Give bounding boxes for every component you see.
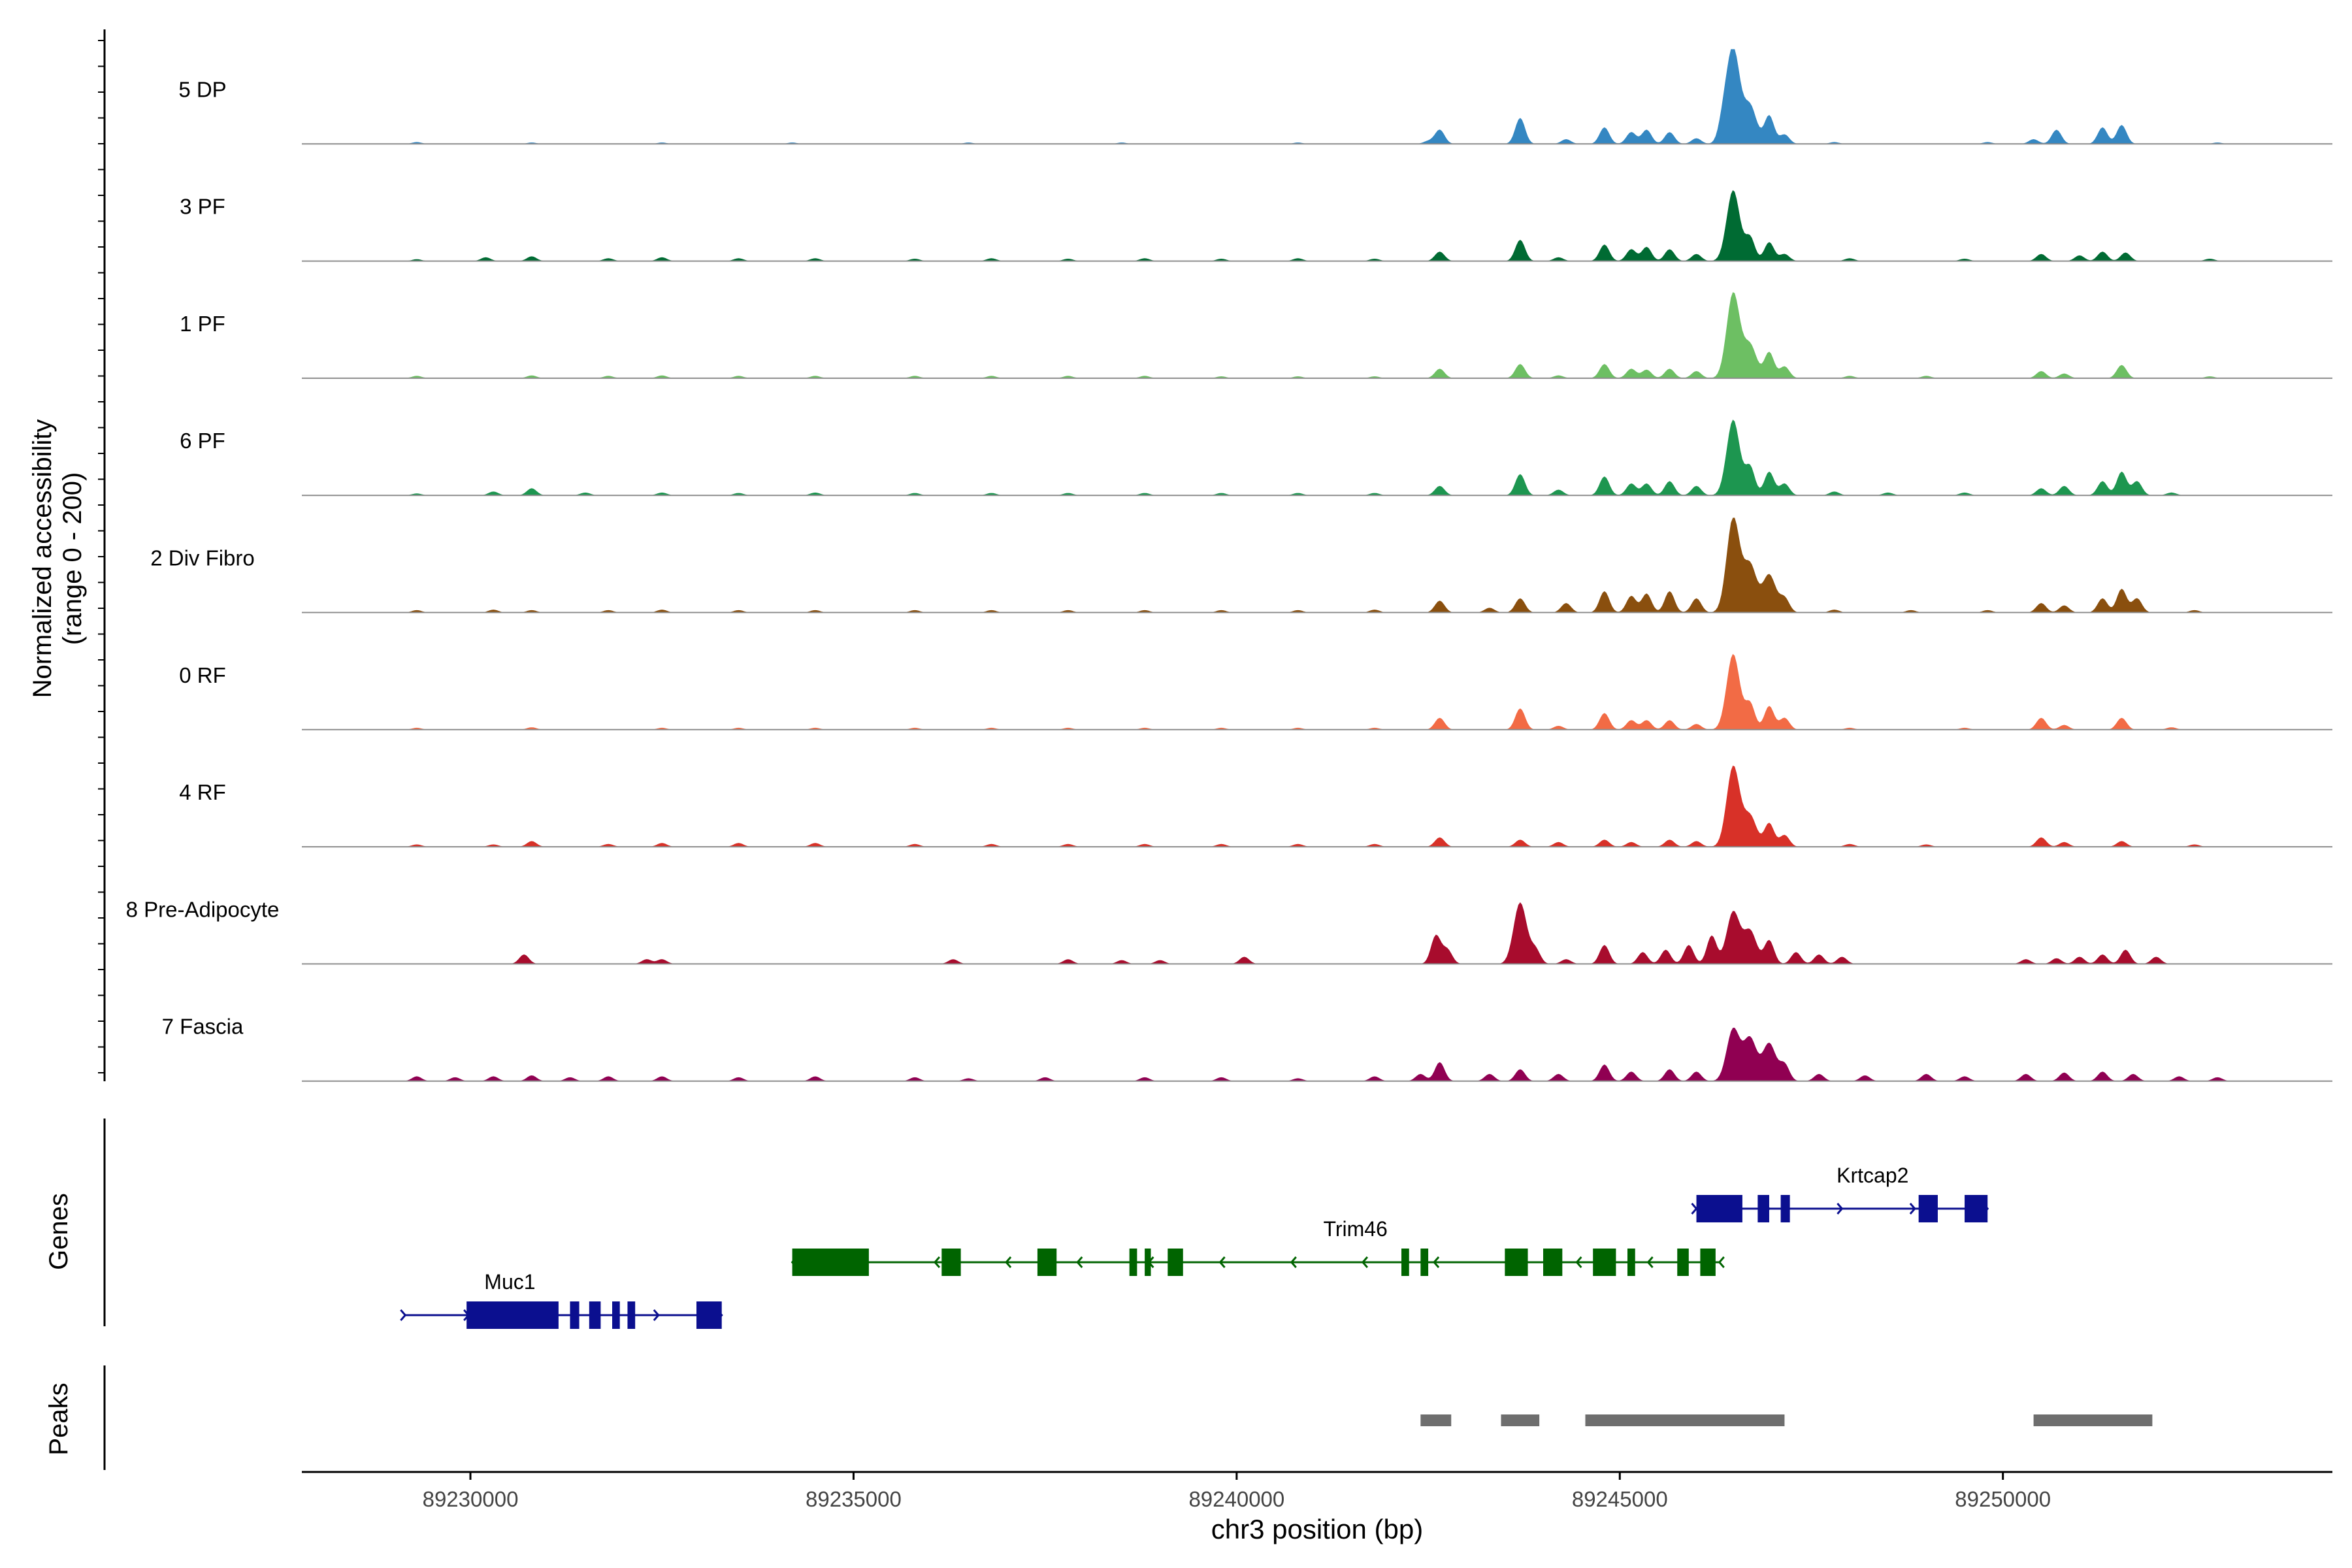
gene-exon: [570, 1301, 580, 1329]
gene-exon: [1168, 1249, 1183, 1276]
gene-muc1: Muc1: [400, 1270, 723, 1329]
track-5-dp: 5 DP: [178, 49, 2332, 145]
peak-region: [1585, 1414, 1785, 1426]
coverage-area-5-dp: [401, 49, 2233, 144]
track-label-4-rf: 4 RF: [179, 780, 226, 804]
y-axis-label-line2: (range 0 - 200): [58, 472, 87, 645]
track-0-rf: 0 RF: [179, 653, 2332, 730]
genes-track: Muc1 Trim46 Krtcap2: [400, 1164, 1989, 1329]
gene-exon: [1780, 1195, 1790, 1222]
strand-arrow: [1909, 1203, 1916, 1215]
strand-arrow: [1361, 1256, 1369, 1268]
gene-exon: [1696, 1195, 1742, 1222]
strand-arrow: [1290, 1256, 1297, 1268]
x-axis-label: chr3 position (bp): [1211, 1514, 1424, 1544]
track-label-7-fascia: 7 Fascia: [162, 1015, 244, 1039]
strand-arrow: [1837, 1203, 1844, 1215]
strand-arrow: [1718, 1256, 1725, 1268]
coverage-axis-ticks: [98, 40, 105, 1073]
gene-exon: [1505, 1249, 1528, 1276]
track-8-pre-adipocyte: 8 Pre-Adipocyte: [126, 897, 2332, 965]
x-tick-label: 89240000: [1188, 1487, 1284, 1511]
peak-region: [1420, 1414, 1452, 1426]
gene-exon: [1700, 1249, 1716, 1276]
x-tick-label: 89235000: [806, 1487, 902, 1511]
strand-arrow: [1575, 1256, 1582, 1268]
coverage-area-8-pre-adipocyte: [401, 902, 2233, 964]
track-label-6-pf: 6 PF: [180, 429, 225, 453]
gene-exon: [1627, 1249, 1635, 1276]
track-label-0-rf: 0 RF: [179, 663, 226, 687]
gene-exon: [792, 1249, 869, 1276]
gene-label-muc1: Muc1: [484, 1270, 535, 1294]
track-label-5-dp: 5 DP: [178, 77, 226, 101]
gene-trim46: Trim46: [791, 1217, 1725, 1276]
x-tick-label: 89230000: [423, 1487, 519, 1511]
gene-exon: [1593, 1249, 1616, 1276]
track-label-2-div-fibro: 2 Div Fibro: [150, 546, 255, 570]
coverage-area-0-rf: [401, 653, 2233, 730]
gene-exon: [1401, 1249, 1409, 1276]
gene-exon: [589, 1301, 601, 1329]
strand-arrow: [1691, 1203, 1698, 1215]
gene-exon: [1677, 1249, 1689, 1276]
gene-exon: [1543, 1249, 1563, 1276]
gene-exon: [1129, 1249, 1137, 1276]
strand-arrow: [1005, 1256, 1012, 1268]
gene-krtcap2: Krtcap2: [1691, 1164, 1989, 1222]
coverage-area-1-pf: [401, 292, 2233, 378]
x-axis-ticks: 89230000 89235000 89240000 89245000 89250000: [423, 1472, 2051, 1511]
gene-exon: [1965, 1195, 1988, 1222]
gene-exon: [1145, 1249, 1151, 1276]
gene-label-krtcap2: Krtcap2: [1837, 1164, 1908, 1187]
coverage-area-2-div-fibro: [401, 517, 2233, 613]
gene-exon: [1757, 1195, 1769, 1222]
track-4-rf: 4 RF: [179, 765, 2332, 848]
coverage-area-7-fascia: [401, 1028, 2233, 1081]
peak-region: [2033, 1414, 2153, 1426]
peaks-track: [1420, 1414, 2153, 1426]
track-6-pf: 6 PF: [180, 419, 2332, 497]
gene-exon: [627, 1301, 636, 1329]
track-1-pf: 1 PF: [180, 292, 2332, 379]
track-label-1-pf: 1 PF: [180, 312, 225, 336]
coverage-area-6-pf: [401, 419, 2233, 496]
genes-track-label: Genes: [44, 1193, 73, 1270]
strand-arrow: [400, 1309, 407, 1321]
coverage-tracks: 5 DP 3 PF 1 PF 6 PF 2 Div Fibro 0 RF 4 RF 8 Pre…: [126, 49, 2332, 1082]
track-3-pf: 3 PF: [180, 190, 2332, 262]
strand-arrow: [653, 1309, 660, 1321]
gene-exon: [1420, 1249, 1429, 1276]
gene-label-trim46: Trim46: [1323, 1217, 1387, 1241]
gene-exon: [612, 1301, 620, 1329]
gene-exon: [466, 1301, 559, 1329]
coverage-area-4-rf: [401, 765, 2233, 847]
track-7-fascia: 7 Fascia: [162, 1015, 2332, 1082]
gene-exon: [941, 1249, 961, 1276]
strand-arrow: [1646, 1256, 1654, 1268]
track-2-div-fibro: 2 Div Fibro: [150, 517, 2332, 613]
strand-arrow: [1076, 1256, 1083, 1268]
x-tick-label: 89250000: [1955, 1487, 2051, 1511]
gene-exon: [1918, 1195, 1938, 1222]
track-label-3-pf: 3 PF: [180, 195, 225, 219]
gene-exon: [1037, 1249, 1057, 1276]
gene-exon: [696, 1301, 722, 1329]
strand-arrow: [1218, 1256, 1226, 1268]
strand-arrow: [933, 1256, 941, 1268]
peak-region: [1501, 1414, 1540, 1426]
track-label-8-pre-adipocyte: 8 Pre-Adipocyte: [126, 897, 280, 921]
y-axis-label-line1: Normalized accessibility: [28, 419, 57, 698]
x-tick-label: 89245000: [1572, 1487, 1668, 1511]
coverage-area-3-pf: [401, 190, 2233, 261]
peaks-track-label: Peaks: [44, 1382, 73, 1455]
strand-arrow: [1433, 1256, 1440, 1268]
